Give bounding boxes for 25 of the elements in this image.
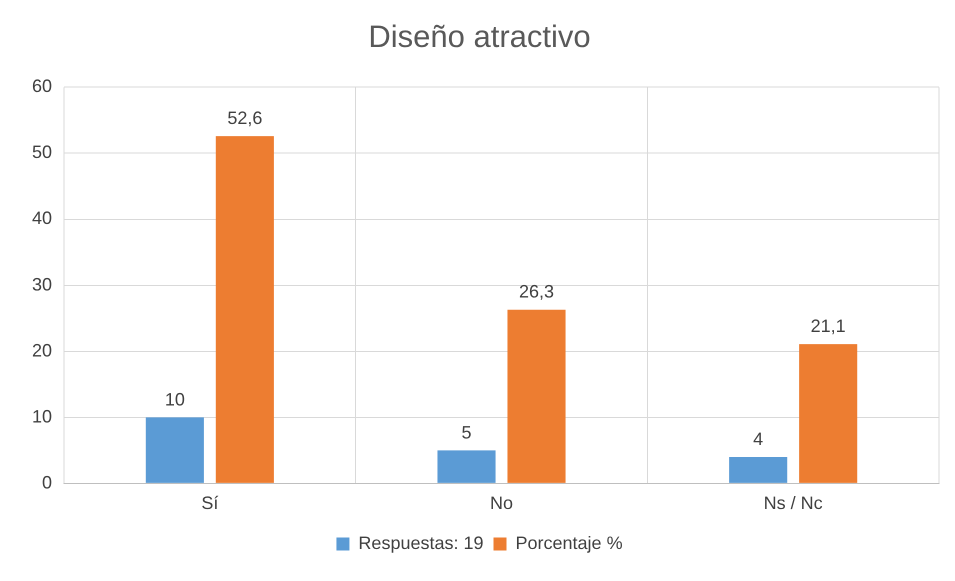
legend-label: Porcentaje %	[516, 532, 623, 553]
data-label: 4	[753, 428, 764, 449]
y-tick-label: 60	[32, 76, 52, 96]
x-tick-label: Sí	[201, 493, 218, 514]
data-label: 10	[164, 389, 185, 410]
bar	[729, 456, 788, 483]
legend-label: Respuestas: 19	[358, 532, 484, 553]
data-label: 26,3	[518, 282, 554, 302]
y-tick-label: 20	[32, 340, 52, 360]
data-label: 21,1	[810, 316, 846, 336]
y-tick-label: 10	[32, 406, 52, 426]
bar	[507, 310, 566, 483]
bar	[146, 417, 204, 483]
data-label: 5	[462, 422, 472, 442]
x-tick-label: No	[490, 493, 514, 514]
y-tick-label: 50	[32, 142, 52, 162]
y-tick-label: 40	[32, 208, 52, 228]
bar	[216, 136, 274, 483]
x-tick-label: Ns / Nc	[764, 493, 823, 514]
bar	[437, 450, 496, 483]
bar	[799, 344, 858, 483]
data-label: 52,6	[227, 108, 262, 128]
y-tick-label: 0	[42, 472, 52, 492]
chart-title: Diseño atractivo	[368, 19, 591, 54]
y-tick-label: 30	[32, 274, 52, 294]
